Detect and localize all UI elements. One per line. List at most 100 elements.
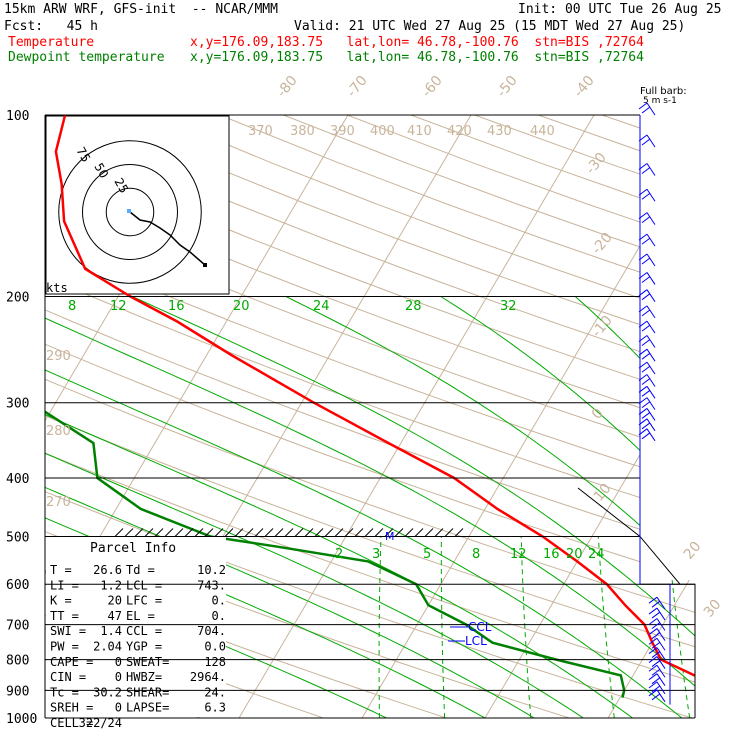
hatch-tick	[164, 528, 174, 537]
hatch-tick	[114, 528, 124, 537]
isotherm-line	[45, 115, 226, 718]
dry-adiabat-line	[45, 115, 695, 718]
wind-barb-shaft	[646, 134, 656, 148]
dry-adiabat-line	[283, 115, 695, 718]
parcel-info-value: 0.	[212, 609, 226, 623]
wind-barb-shaft	[656, 637, 666, 651]
wind-barb-flag	[651, 677, 661, 685]
hatch-tick	[184, 528, 194, 537]
wind-barb-flag	[641, 167, 651, 174]
wind-barb-flag	[648, 664, 658, 672]
theta-label: 410	[407, 124, 432, 139]
mixing-ratio-label: 24	[313, 299, 330, 314]
dry-adiabat-line	[538, 115, 695, 718]
parcel-info-value: CAPE =	[50, 655, 93, 669]
wind-barb-flag	[651, 685, 661, 693]
pressure-tick-label: 800	[6, 654, 29, 669]
parcel-info-value: 20	[108, 594, 122, 608]
hatch-tick	[444, 528, 454, 537]
hatch-tick	[414, 528, 424, 537]
dewpoint-label: Dewpoint temperature	[8, 50, 165, 65]
hatch-tick	[344, 528, 354, 537]
parcel-info-value: T =	[50, 563, 72, 577]
wind-barb-flag	[641, 352, 651, 360]
parcel-info-value: 6.3	[204, 701, 226, 715]
parcel-info-box	[46, 537, 226, 717]
hatch-tick	[144, 528, 154, 537]
pressure-tick-label: 900	[6, 684, 29, 699]
dry-adiabat-line	[45, 115, 695, 718]
pressure-tick-label: 600	[6, 578, 29, 593]
wind-barb-shaft	[646, 320, 656, 334]
dry-adiabat-line	[45, 115, 695, 718]
wind-barb-flag	[641, 138, 651, 146]
hatch-tick	[174, 528, 184, 537]
wind-barb-flag	[648, 647, 658, 654]
hatch-tick	[234, 528, 244, 537]
parcel-info-value: CCL =	[126, 624, 162, 638]
wind-barb-shaft	[646, 428, 656, 442]
wind-barb-flag	[641, 412, 651, 419]
hodograph-ring-label: 25	[111, 176, 131, 196]
isotherm-label: -70	[344, 73, 371, 101]
hodograph-ring	[82, 164, 178, 260]
mixing-ratio-label: 12	[510, 547, 527, 562]
moist-adiabat-line	[440, 296, 695, 718]
hatch-tick	[364, 528, 374, 537]
isotherm-label: -60	[419, 73, 446, 101]
moist-adiabat-line	[285, 296, 695, 718]
parcel-info-value: K =	[50, 594, 72, 608]
hatch-tick	[254, 528, 264, 537]
wind-barb-flag	[648, 681, 658, 689]
parcel-info-value: Tc =	[50, 685, 79, 699]
mixing-ratio-label: 20	[566, 547, 583, 562]
dry-adiabat-line	[410, 115, 695, 718]
isotherm-label: -20	[589, 230, 616, 258]
wind-barb-shaft	[656, 647, 666, 660]
wind-barb-flag	[641, 432, 651, 440]
hatch-tick	[224, 528, 234, 537]
parcel-info-value: SWEAT=	[126, 655, 169, 669]
parcel-info-value: Td =	[126, 563, 155, 577]
hatch-tick	[264, 528, 274, 537]
wind-barb-flag	[651, 611, 661, 619]
parcel-info-value: 0	[115, 701, 122, 715]
wind-barb-shaft	[646, 253, 656, 267]
parcel-info-value: 704.	[197, 624, 226, 638]
mixing-ratio-line	[719, 537, 740, 719]
pressure-tick-label: 500	[6, 530, 29, 545]
theta-label: 270	[46, 495, 71, 510]
level-marker-m: M	[385, 530, 395, 543]
wind-barb-shaft	[646, 233, 656, 247]
parcel-info-value: 1.4	[100, 624, 122, 638]
isotherm-line	[731, 115, 740, 718]
temperature-label: Temperature	[8, 35, 95, 50]
hatch-tick	[354, 528, 364, 537]
wind-barb-flag	[648, 656, 658, 663]
pressure-tick-label: 300	[6, 397, 29, 412]
wind-barb-shaft	[646, 361, 656, 375]
model-title: 15km ARW WRF, GFS-init -- NCAR/MMM	[4, 2, 278, 17]
isotherm-line	[238, 115, 595, 718]
hodograph-trace	[129, 211, 206, 266]
wind-barb-shaft	[646, 348, 656, 362]
parcel-info-value: HWBZ=	[126, 670, 162, 684]
hatch-tick	[294, 528, 304, 537]
wind-barb-flag	[648, 607, 658, 615]
dry-adiabat-line	[45, 115, 695, 718]
parcel-info-value: LCL =	[126, 578, 162, 592]
wind-barb-shaft	[656, 681, 666, 695]
right-axis	[639, 115, 696, 718]
mixing-ratio-label: 32	[500, 299, 517, 314]
pressure-tick-label: 700	[6, 619, 29, 634]
wind-barb-shaft	[646, 163, 656, 176]
wind-barb-flag	[641, 378, 651, 385]
hodograph-ring	[58, 140, 202, 284]
valid-time: Valid: 21 UTC Wed 27 Aug 25 (15 MDT Wed …	[294, 19, 686, 34]
mixing-ratio-label: 2	[335, 547, 343, 562]
hatch-tick	[374, 528, 384, 537]
wind-barb-shaft	[646, 272, 656, 285]
hatch-tick	[124, 528, 134, 537]
mixing-ratio-line	[667, 536, 691, 718]
wind-barb-shaft	[646, 386, 656, 399]
